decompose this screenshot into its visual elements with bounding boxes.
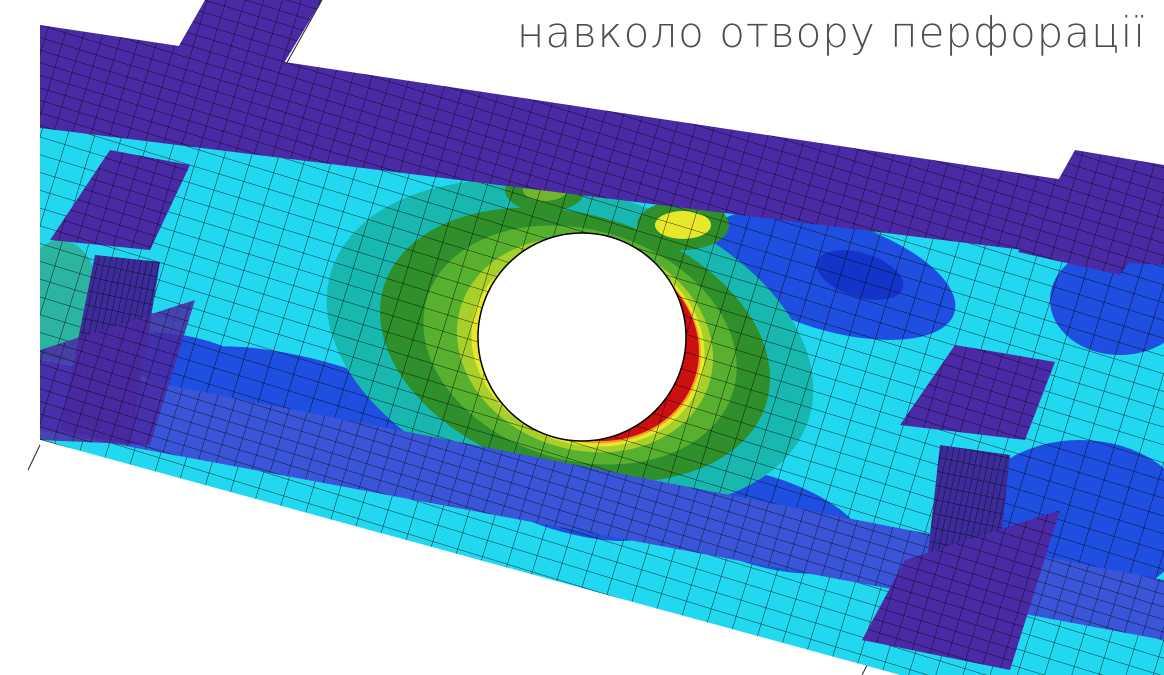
stiffener-left [40,150,195,445]
slide-caption: навколо отвору перфорації [516,8,1146,57]
stiffener-right [862,345,1060,670]
perforation-hole [477,232,687,442]
stiffener-top-left [172,0,322,78]
bottom-flange [40,360,1164,640]
stiffener-top-right [1018,150,1164,275]
top-flange [40,25,1164,265]
